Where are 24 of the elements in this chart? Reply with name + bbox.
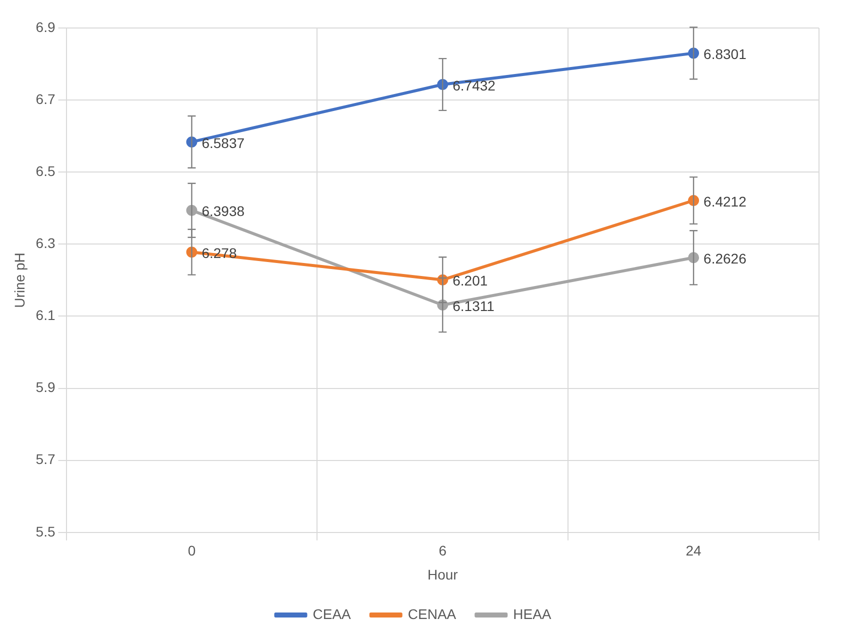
data-label: 6.8301 <box>704 46 747 62</box>
y-tick-label: 5.7 <box>36 451 56 468</box>
y-axis-title: Urine pH <box>11 252 28 308</box>
x-tick-label: 24 <box>686 542 702 559</box>
y-tick-label: 6.3 <box>36 235 56 252</box>
y-tick-label: 5.5 <box>36 523 56 540</box>
data-label: 6.7432 <box>452 77 496 94</box>
legend-label: CEAA <box>312 606 352 622</box>
data-label: 6.2626 <box>704 250 747 267</box>
data-label: 6.201 <box>452 272 488 289</box>
legend-label: CENAA <box>408 606 457 622</box>
data-label: 6.4212 <box>704 193 747 210</box>
y-tick-label: 6.5 <box>36 162 56 179</box>
y-tick-label: 6.7 <box>36 90 56 107</box>
y-tick-label: 5.9 <box>36 379 56 396</box>
data-label: 6.1311 <box>452 298 495 314</box>
x-axis-title: Hour <box>427 566 458 582</box>
x-tick-label: 0 <box>188 542 196 559</box>
y-tick-label: 6.9 <box>36 18 56 35</box>
data-label: 6.3938 <box>202 203 245 220</box>
data-label: 6.5837 <box>202 134 245 151</box>
y-tick-label: 6.1 <box>36 307 56 324</box>
x-tick-label: 6 <box>438 542 447 559</box>
legend-label: HEAA <box>513 606 552 622</box>
